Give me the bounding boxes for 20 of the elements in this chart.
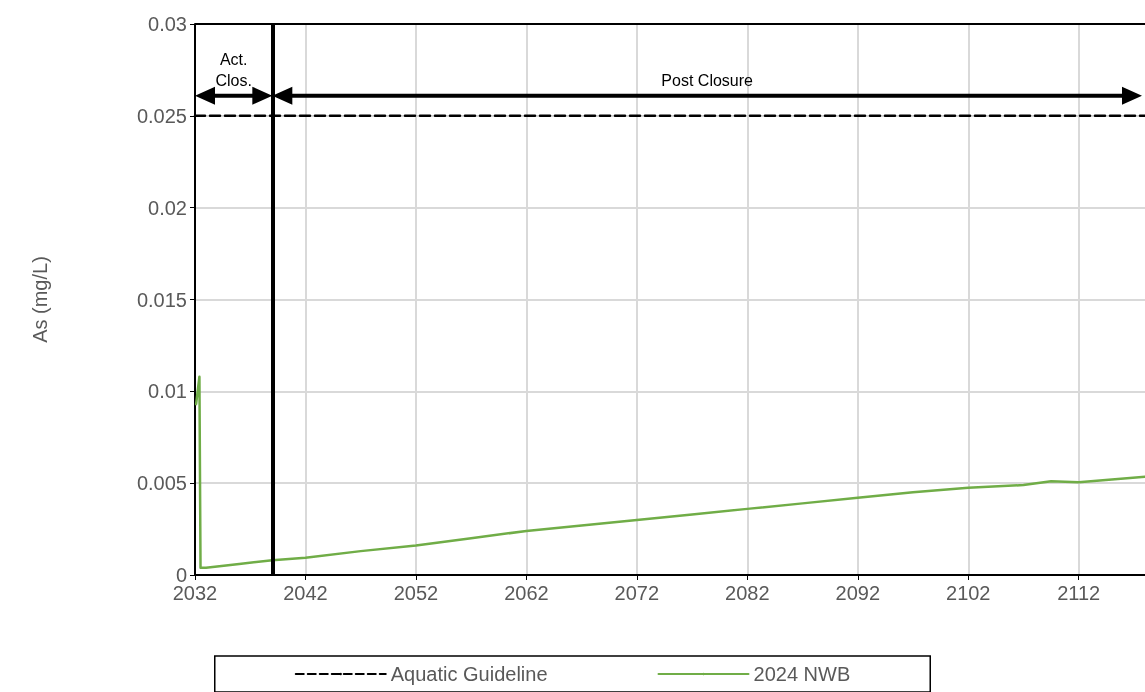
y-tick-label: 0.015 [136,288,187,311]
x-tick-label: 2042 [283,582,328,604]
x-tick-label: 2052 [393,582,439,604]
y-axis-title: As (mg/L) [29,256,51,343]
y-tick-label: 0.005 [136,472,187,495]
y-tick-label: 0.025 [136,104,187,127]
x-tick-label: 2102 [946,582,991,604]
x-tick-label: 2072 [614,582,660,604]
x-tick-label: 2062 [504,582,549,604]
x-tick-label: 2092 [835,582,881,604]
legend-label: Aquatic Guideline [390,663,548,685]
y-tick-label: 0.01 [148,380,187,403]
x-tick-label: 2112 [1057,582,1101,604]
y-tick-label: 0.02 [148,196,187,219]
line-series [194,375,1145,569]
annotation: Act. Clos. [215,50,252,89]
annotation: Post Closure [661,71,754,89]
x-tick-label: 2082 [725,582,770,604]
legend-label: 2024 NWB [753,663,851,685]
y-tick-label: 0.03 [148,13,187,35]
